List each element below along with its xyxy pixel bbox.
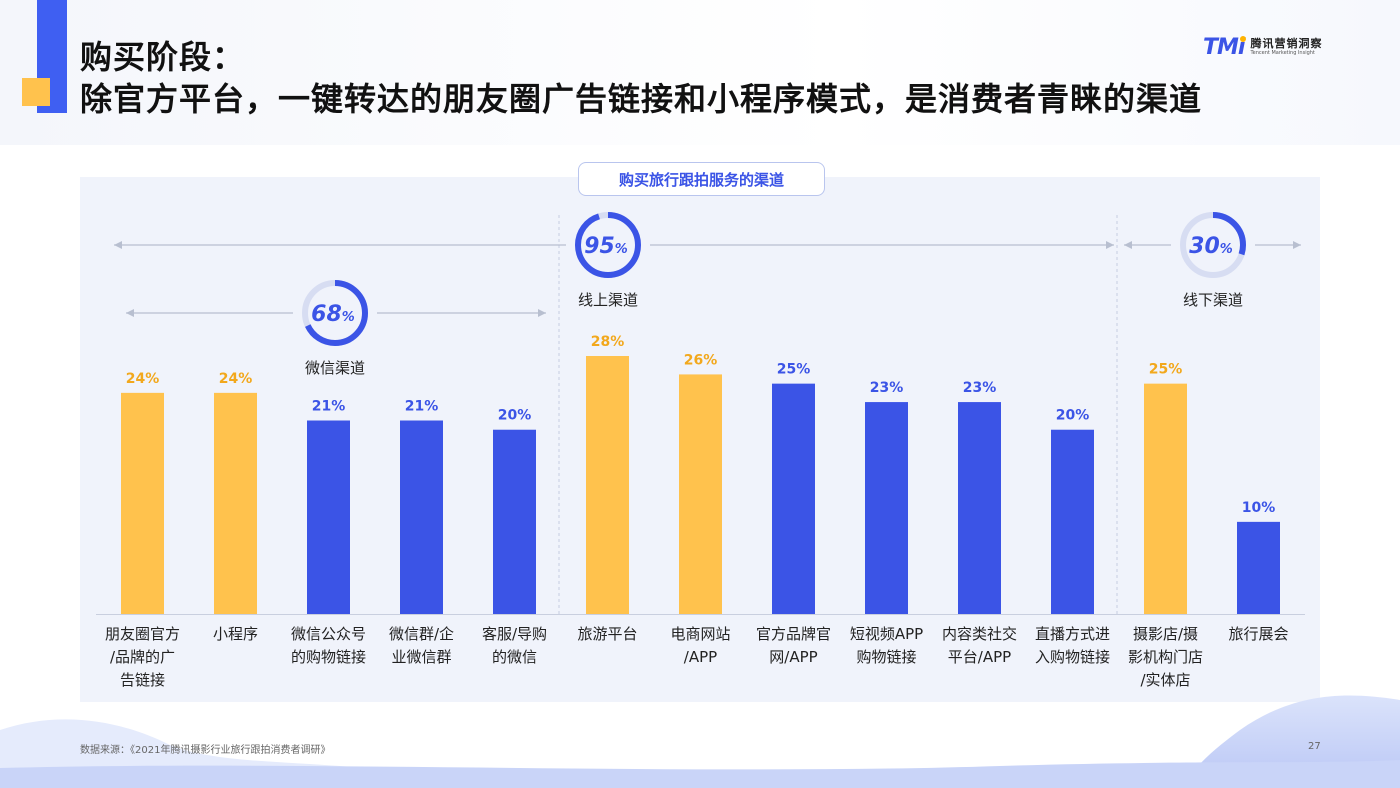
footer-wave — [0, 695, 1400, 788]
category-label-4-0: 客服/导购 — [482, 625, 547, 643]
value-label-6: 26% — [684, 352, 718, 368]
logo-name-cn: 腾讯营销洞察 — [1250, 37, 1323, 50]
category-label-6-0: 电商网站 — [670, 625, 730, 643]
bar-4 — [493, 429, 536, 614]
bar-0 — [121, 392, 164, 614]
category-label-11-2: /实体店 — [1140, 671, 1190, 689]
category-label-11-0: 摄影店/摄 — [1133, 625, 1198, 643]
category-label-10-0: 直播方式进 — [1035, 625, 1110, 643]
category-label-11-1: 影机构门店 — [1128, 648, 1203, 666]
category-label-0-2: 告链接 — [120, 671, 165, 689]
category-label-12-0: 旅行展会 — [1228, 625, 1288, 643]
group-name-1: 线上渠道 — [578, 291, 638, 309]
bar-3 — [400, 420, 443, 614]
donut-progress-1 — [575, 212, 641, 278]
category-label-8-1: 购物链接 — [856, 648, 916, 666]
value-label-10: 20% — [1056, 408, 1090, 424]
donut-bg-0 — [303, 281, 367, 345]
category-label-3-0: 微信群/企 — [389, 625, 454, 643]
bar-9 — [958, 402, 1001, 614]
data-source: 数据来源：《2021年腾讯摄影行业旅行跟拍消费者调研》 — [80, 745, 331, 756]
group-name-2: 线下渠道 — [1183, 291, 1243, 309]
category-label-2-1: 的购物链接 — [291, 648, 366, 666]
bar-8 — [865, 402, 908, 614]
page-title-line-2: 除官方平台，一键转达的朋友圈广告链接和小程序模式，是消费者青睐的渠道 — [80, 80, 1203, 118]
value-label-7: 25% — [777, 362, 811, 378]
value-label-8: 23% — [870, 380, 904, 396]
category-label-0-1: /品牌的广 — [110, 648, 175, 666]
range-arrowhead-left-1 — [114, 241, 122, 249]
category-label-6-1: /APP — [684, 648, 717, 666]
bar-5 — [586, 356, 629, 614]
value-label-1: 24% — [219, 371, 253, 387]
bar-11 — [1144, 383, 1187, 614]
value-label-12: 10% — [1242, 500, 1276, 516]
header-background — [0, 0, 1400, 145]
bar-12 — [1237, 521, 1280, 614]
page-number: 27 — [1308, 741, 1321, 752]
category-label-10-1: 入购物链接 — [1035, 648, 1110, 666]
bar-6 — [679, 374, 722, 614]
range-arrowhead-right-0 — [538, 309, 546, 317]
accent-square — [22, 78, 50, 106]
value-label-2: 21% — [312, 399, 346, 415]
donut-progress-2 — [1180, 212, 1246, 278]
category-label-7-1: 网/APP — [769, 648, 817, 666]
category-label-8-0: 短视频APP — [850, 625, 923, 643]
category-label-1-0: 小程序 — [213, 625, 258, 643]
group-name-0: 微信渠道 — [305, 359, 365, 377]
donut-bg-1 — [576, 213, 640, 277]
donut-percent-0: 68% — [311, 302, 355, 327]
value-label-4: 20% — [498, 408, 532, 424]
page-title-line-1: 购买阶段： — [80, 38, 246, 76]
donut-progress-0 — [302, 280, 368, 346]
category-label-2-0: 微信公众号 — [291, 625, 366, 643]
range-arrowhead-left-2 — [1124, 241, 1132, 249]
bar-10 — [1051, 429, 1094, 614]
tmi-logo: TMi 腾讯营销洞察 Tencent Marketing Insight — [1203, 34, 1322, 60]
value-label-5: 28% — [591, 334, 625, 350]
range-arrowhead-left-0 — [126, 309, 134, 317]
bar-1 — [214, 392, 257, 614]
bar-7 — [772, 383, 815, 614]
logo-mark: TMi — [1203, 34, 1247, 60]
value-label-3: 21% — [405, 399, 439, 415]
category-label-5-0: 旅游平台 — [577, 625, 637, 643]
chart-title: 购买旅行跟拍服务的渠道 — [578, 162, 825, 196]
logo-name-en: Tencent Marketing Insight — [1250, 50, 1315, 56]
bar-2 — [307, 420, 350, 614]
category-label-9-0: 内容类社交 — [942, 625, 1017, 643]
category-label-7-0: 官方品牌官 — [756, 625, 831, 643]
donut-bg-2 — [1181, 213, 1245, 277]
category-label-0-0: 朋友圈官方 — [105, 625, 180, 643]
category-label-9-1: 平台/APP — [948, 648, 1011, 666]
range-arrowhead-right-2 — [1293, 241, 1301, 249]
range-arrowhead-right-1 — [1106, 241, 1114, 249]
value-label-11: 25% — [1149, 362, 1183, 378]
value-label-9: 23% — [963, 380, 997, 396]
category-label-3-1: 业微信群 — [391, 648, 451, 666]
value-label-0: 24% — [126, 371, 160, 387]
category-label-4-1: 的微信 — [492, 648, 537, 666]
